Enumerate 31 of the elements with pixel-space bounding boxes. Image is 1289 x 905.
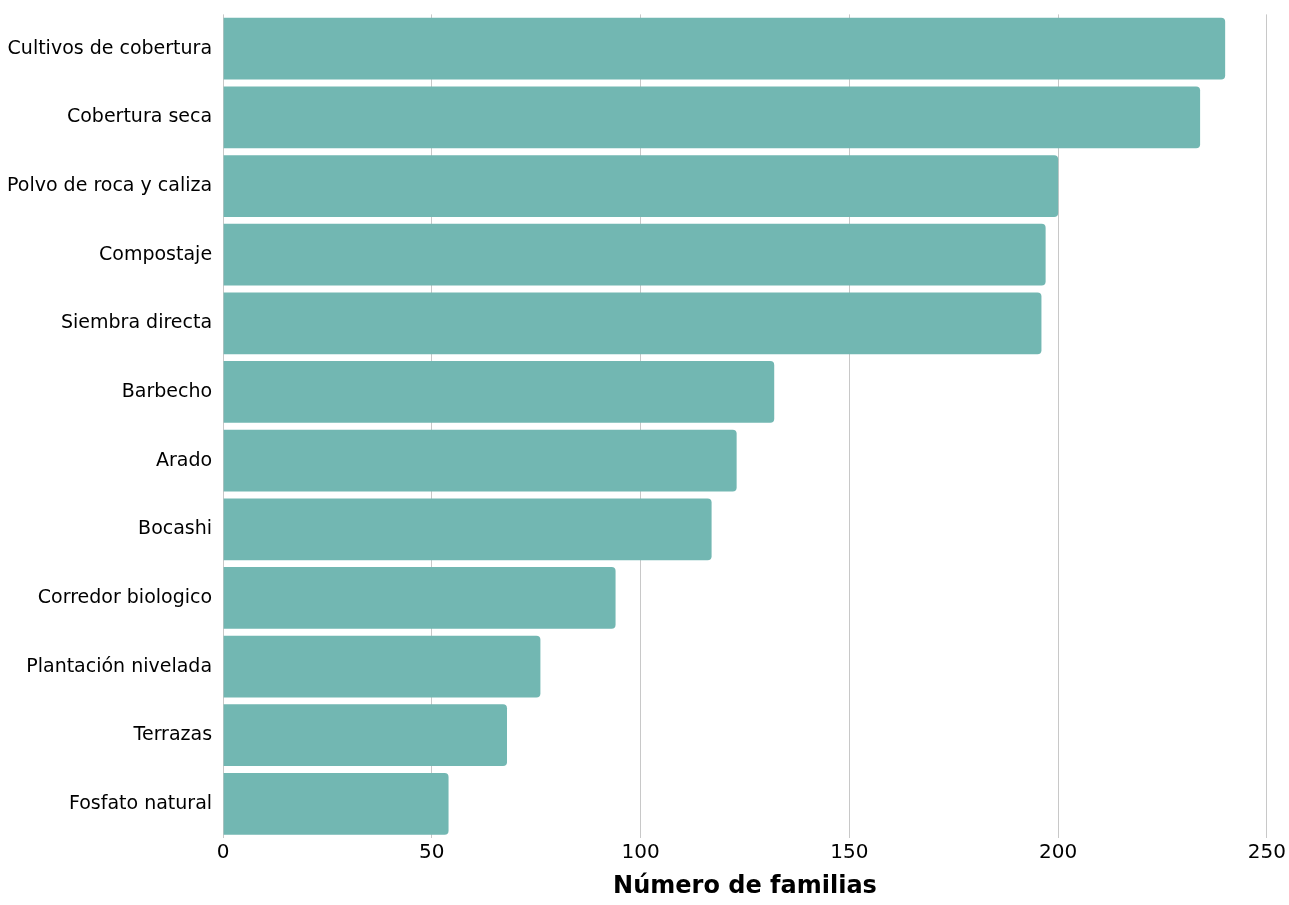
y-tick-label: Corredor biologico — [37, 584, 213, 607]
bar — [223, 292, 1042, 355]
x-tick-label: 250 — [1247, 839, 1287, 864]
bar — [223, 155, 1059, 217]
y-tick-label: Compostaje — [99, 241, 213, 264]
y-tick-label: Cobertura seca — [66, 104, 213, 127]
y-tick-label: Terrazas — [132, 722, 213, 745]
x-tick-label: 50 — [419, 839, 445, 864]
x-tick-label: 200 — [1039, 839, 1078, 864]
y-tick-label: Arado — [155, 447, 213, 470]
bar — [223, 772, 449, 835]
x-tick-label: 100 — [621, 839, 660, 864]
bar — [223, 17, 1226, 80]
bar — [223, 704, 507, 767]
bar — [223, 498, 712, 561]
y-tick-label: Cultivos de cobertura — [7, 35, 213, 58]
x-tick-label: 0 — [216, 839, 230, 864]
y-tick-label: Polvo de roca y caliza — [7, 172, 213, 195]
x-axis-title: Número de familias — [613, 870, 877, 899]
x-tick-label: 150 — [830, 839, 869, 864]
y-tick-label: Barbecho — [121, 378, 213, 401]
bar — [223, 86, 1201, 149]
y-tick-label: Fosfato natural — [68, 790, 213, 813]
y-tick-label: Bocashi — [138, 516, 213, 539]
y-tick-label: Plantación nivelada — [26, 653, 213, 676]
y-tick-label: Siembra directa — [61, 310, 213, 333]
bar — [223, 223, 1046, 286]
bar — [223, 429, 737, 492]
bar — [223, 361, 775, 423]
bar — [223, 567, 616, 629]
bar — [223, 635, 541, 698]
